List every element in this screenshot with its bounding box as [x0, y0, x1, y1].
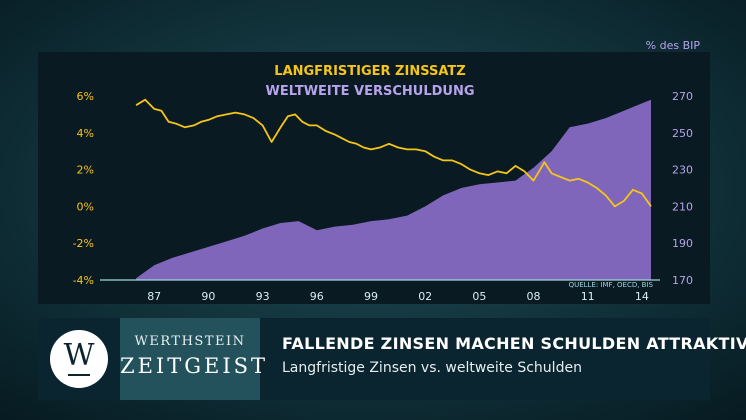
left-tick-label: -2% — [73, 237, 94, 250]
debt-area — [136, 99, 652, 280]
left-tick-label: 0% — [77, 200, 94, 213]
left-tick-label: -4% — [73, 274, 94, 287]
x-tick-label: 96 — [310, 290, 324, 303]
brand-box: WERTHSTEIN ZEITGEIST — [120, 318, 269, 400]
logo-underline — [68, 374, 90, 376]
x-tick-label: 14 — [635, 290, 649, 303]
right-tick-label: 230 — [672, 164, 693, 177]
x-tick-label: 87 — [147, 290, 161, 303]
right-tick-label: 170 — [672, 274, 693, 287]
chart-title-line2: WELTWEITE VERSCHULDUNG — [265, 84, 474, 99]
x-tick-label: 90 — [201, 290, 215, 303]
x-tick-label: 99 — [364, 290, 378, 303]
debt-area-group — [136, 99, 652, 280]
x-tick-label: 02 — [418, 290, 432, 303]
logo-letter: W — [63, 338, 95, 373]
right-axis-unit: % des BIP — [646, 39, 701, 52]
left-tick-label: 4% — [77, 127, 94, 140]
x-tick-label: 08 — [527, 290, 541, 303]
chart-title-line1: LANGFRISTIGER ZINSSATZ — [274, 64, 465, 79]
x-tick-label: 11 — [581, 290, 595, 303]
headline: FALLENDE ZINSEN MACHEN SCHULDEN ATTRAKTI… — [282, 334, 746, 353]
right-axis-ticks: 270 250 230 210 190 170 — [672, 90, 693, 287]
rate-line-group — [135, 98, 652, 208]
subline: Langfristige Zinsen vs. weltweite Schuld… — [282, 360, 582, 376]
caption-banner: W WERTHSTEIN ZEITGEIST FALLENDE ZINSEN M… — [38, 318, 746, 400]
left-axis-ticks: 6% 4% 2% 0% -2% -4% — [73, 90, 94, 287]
source-note: QUELLE: IMF, OECD, BIS — [569, 281, 654, 289]
x-axis-ticks: 87 90 93 96 99 02 05 08 11 14 — [147, 290, 649, 303]
left-tick-label: 6% — [77, 90, 94, 103]
brand-name-bottom: ZEITGEIST — [120, 354, 269, 378]
brand-name-top: WERTHSTEIN — [134, 334, 246, 349]
left-tick-label: 2% — [77, 164, 94, 177]
x-tick-label: 05 — [472, 290, 486, 303]
right-tick-label: 190 — [672, 237, 693, 250]
right-tick-label: 250 — [672, 127, 693, 140]
right-tick-label: 270 — [672, 90, 693, 103]
logo-badge: W — [50, 330, 108, 388]
x-tick-label: 93 — [256, 290, 270, 303]
right-tick-label: 210 — [672, 200, 693, 213]
rate-line — [135, 98, 652, 208]
